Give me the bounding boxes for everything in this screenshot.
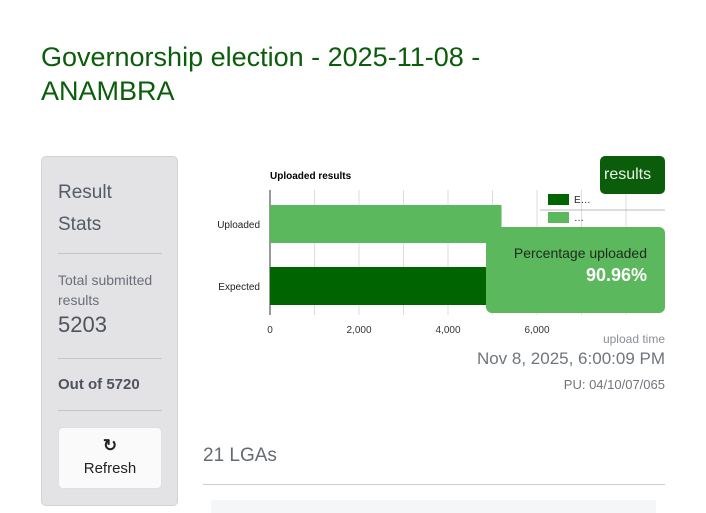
out-of-label: Out of 5720 — [58, 376, 140, 393]
refresh-label: Refresh — [83, 460, 137, 477]
lga-list-item[interactable] — [211, 500, 656, 513]
category-label: Uploaded — [217, 220, 260, 231]
category-label: Expected — [218, 282, 260, 293]
page-title: Governorship election - 2025-11-08 - ANA… — [41, 42, 481, 106]
total-value: 5203 — [58, 312, 107, 337]
divider — [203, 484, 665, 485]
bar-expected — [270, 267, 525, 305]
percentage-uploaded-card: Percentage uploaded 90.96% — [486, 227, 665, 313]
divider — [58, 253, 162, 254]
percentage-value: 90.96% — [585, 265, 647, 285]
divider — [58, 410, 162, 411]
x-tick-label: 6,000 — [524, 325, 549, 336]
refresh-icon: ↻ — [102, 436, 118, 455]
upload-time-label: upload time — [602, 332, 665, 346]
x-tick-label: 2,000 — [346, 325, 371, 336]
polling-unit-code: PU: 04/10/07/065 — [563, 377, 665, 392]
total-label: Total submitted results — [58, 272, 153, 308]
upload-time: Nov 8, 2025, 6:00:09 PM — [476, 349, 665, 368]
result-stats-panel: Result Stats Total submitted results 520… — [41, 156, 178, 506]
legend-swatch — [548, 212, 569, 223]
bar-uploaded — [270, 205, 502, 243]
legend-label: E… — [574, 195, 591, 206]
x-tick-label: 4,000 — [435, 325, 460, 336]
uploaded-results-chart: Uploaded results 0 2,000 4,000 6,000 Upload… — [217, 171, 665, 336]
stats-heading: Result Stats — [58, 182, 112, 235]
results-button[interactable]: results — [600, 156, 665, 194]
legend-swatch — [548, 194, 569, 205]
divider — [58, 358, 162, 359]
legend-label: … — [574, 213, 584, 224]
refresh-button[interactable]: ↻ Refresh — [58, 427, 162, 489]
chart-title: Uploaded results — [270, 171, 352, 182]
percentage-label: Percentage uploaded — [513, 245, 647, 261]
x-tick-label: 0 — [267, 325, 273, 336]
lgas-heading: 21 LGAs — [203, 445, 277, 466]
